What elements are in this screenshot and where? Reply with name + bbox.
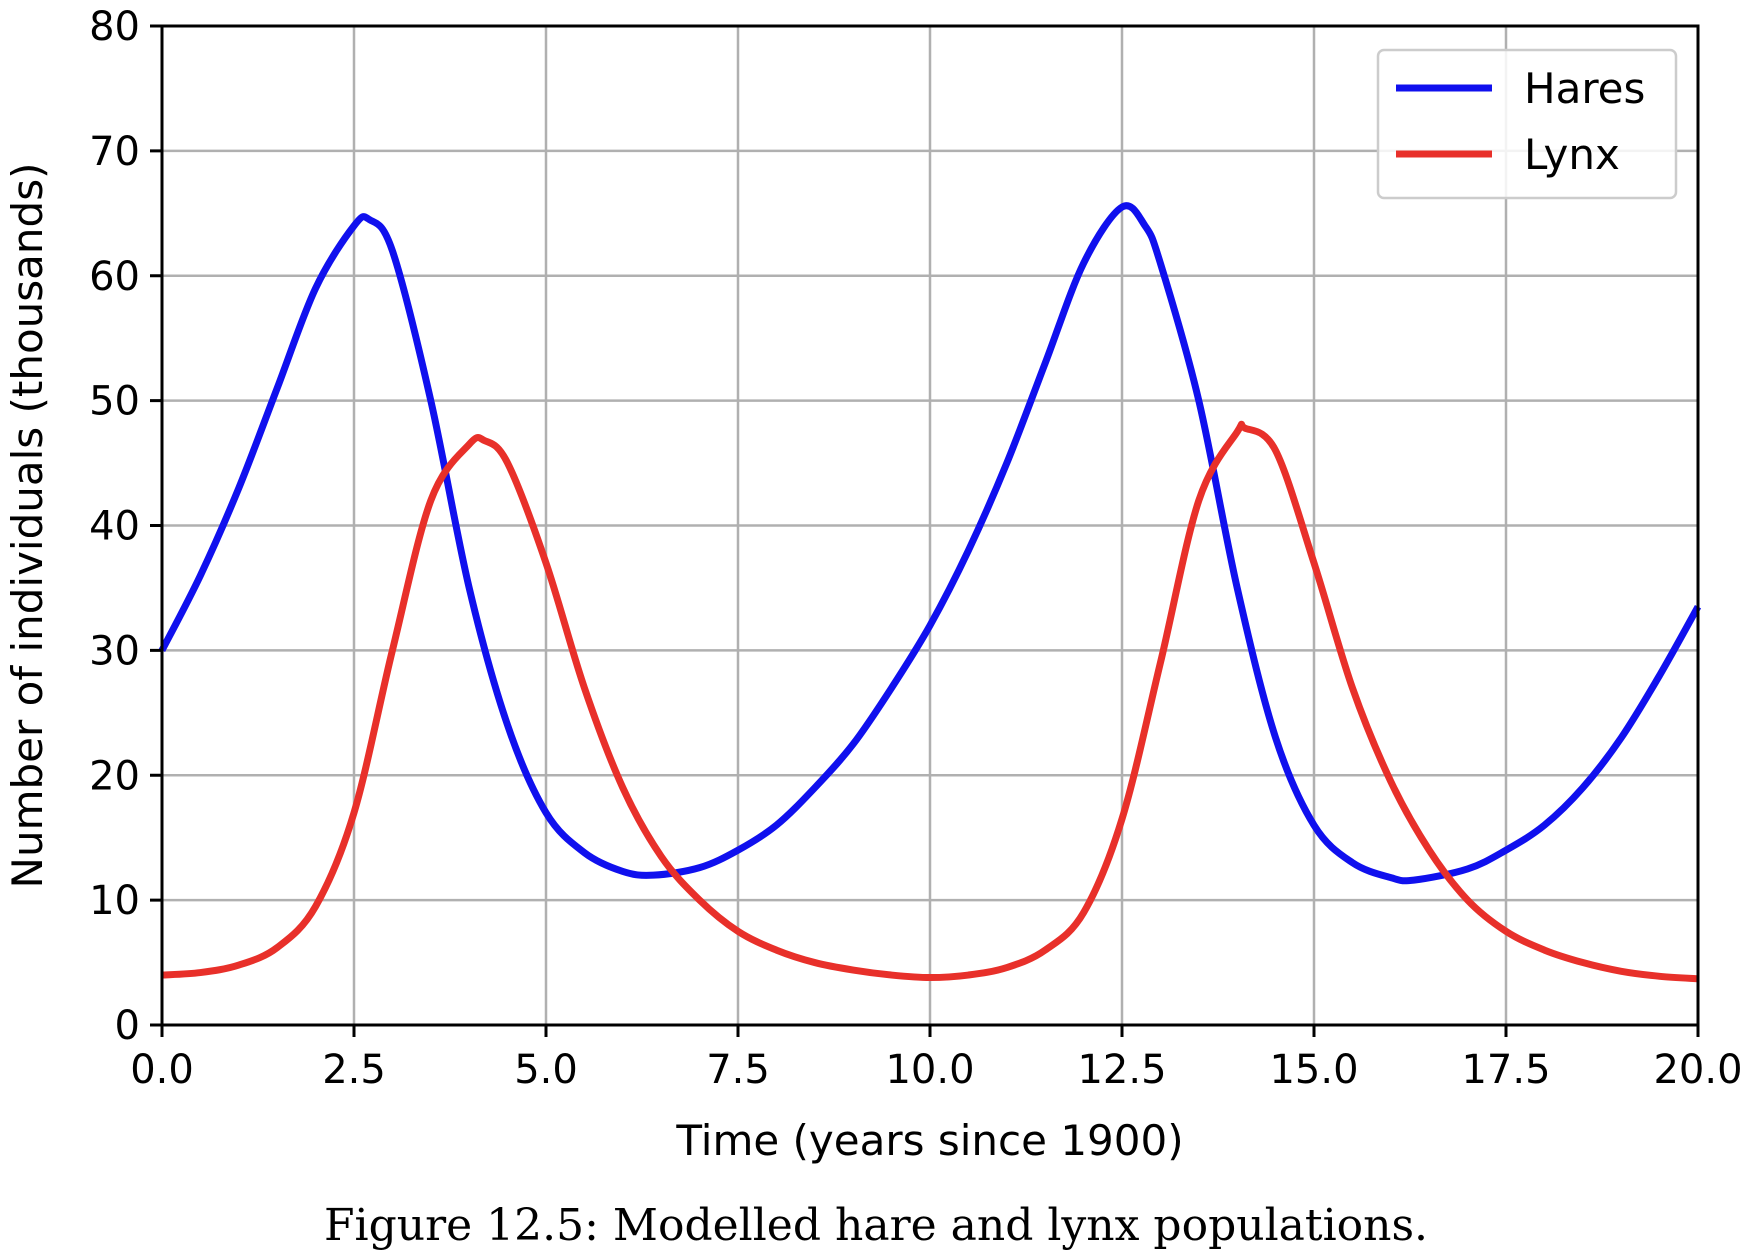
y-tick-label: 70 <box>89 129 140 175</box>
x-tick-label: 17.5 <box>1461 1047 1550 1093</box>
x-tick-label: 2.5 <box>322 1047 386 1093</box>
y-tick-label: 40 <box>89 504 140 550</box>
legend-label-hares: Hares <box>1524 64 1645 113</box>
x-tick-label: 15.0 <box>1269 1047 1358 1093</box>
x-axis-label: Time (years since 1900) <box>675 1116 1183 1165</box>
x-tick-label: 20.0 <box>1653 1047 1742 1093</box>
legend-label-lynx: Lynx <box>1524 130 1620 179</box>
x-tick-label: 7.5 <box>706 1047 770 1093</box>
y-tick-label: 10 <box>89 878 140 924</box>
ticks: 0.0 2.5 5.0 7.5 10.0 12.5 15.0 17.5 20.0 0 10 20 30 4… <box>89 4 1742 1093</box>
y-tick-label: 30 <box>89 628 140 674</box>
y-tick-label: 20 <box>89 753 140 799</box>
x-tick-label: 10.0 <box>885 1047 974 1093</box>
series-lines <box>158 202 1702 983</box>
series-line-lynx <box>161 420 1699 983</box>
y-tick-label: 60 <box>89 254 140 300</box>
x-tick-label: 0.0 <box>130 1047 194 1093</box>
figure-caption: Figure 12.5: Modelled hare and lynx popu… <box>324 1200 1428 1251</box>
y-tick-label: 50 <box>89 379 140 425</box>
y-tick-label: 0 <box>115 1003 140 1049</box>
legend: Hares Lynx <box>1376 48 1678 200</box>
series-line-hares <box>158 202 1702 885</box>
x-tick-label: 12.5 <box>1077 1047 1166 1093</box>
y-tick-label: 80 <box>89 4 140 50</box>
y-axis-label: Number of individuals (thousands) <box>3 163 52 889</box>
x-tick-label: 5.0 <box>514 1047 578 1093</box>
